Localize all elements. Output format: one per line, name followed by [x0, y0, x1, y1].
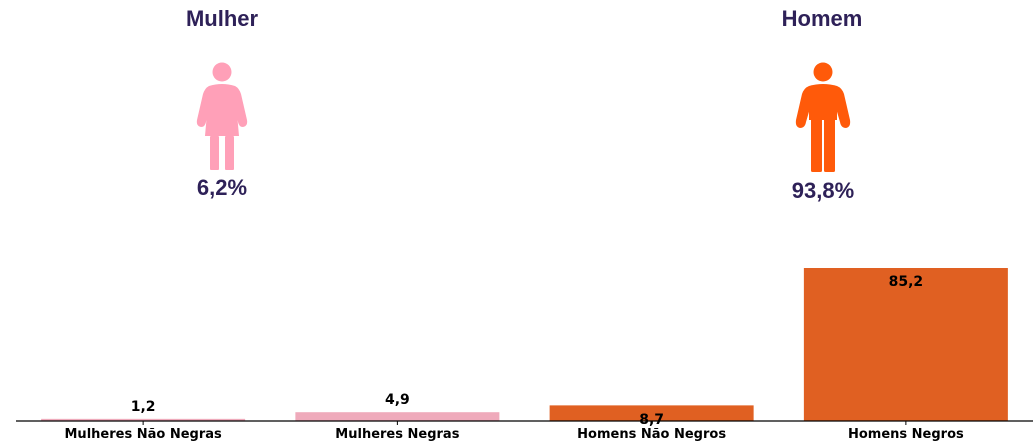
bar-2: [295, 412, 500, 421]
bar-value-label: 85,2: [889, 274, 924, 290]
man-icon: [795, 62, 851, 172]
bar-value-label: 4,9: [385, 392, 410, 408]
female-percent: 6,2%: [196, 175, 248, 200]
woman-icon: [196, 62, 248, 170]
bar-4: [803, 268, 1008, 421]
x-tick-label: Mulheres Não Negras: [65, 427, 223, 442]
bar-value-label: 1,2: [131, 399, 156, 415]
x-tick-label: Homens Não Negros: [577, 427, 726, 442]
male-group-title: Homem: [781, 6, 863, 31]
male-percent: 93,8%: [791, 178, 855, 203]
bar-1: [41, 418, 246, 421]
female-group-title: Mulher: [185, 6, 259, 31]
x-tick-label: Homens Negros: [848, 427, 964, 442]
bar-3: [549, 405, 754, 421]
bar-value-label: 8,7: [639, 412, 664, 428]
x-tick-label: Mulheres Negras: [335, 427, 459, 442]
